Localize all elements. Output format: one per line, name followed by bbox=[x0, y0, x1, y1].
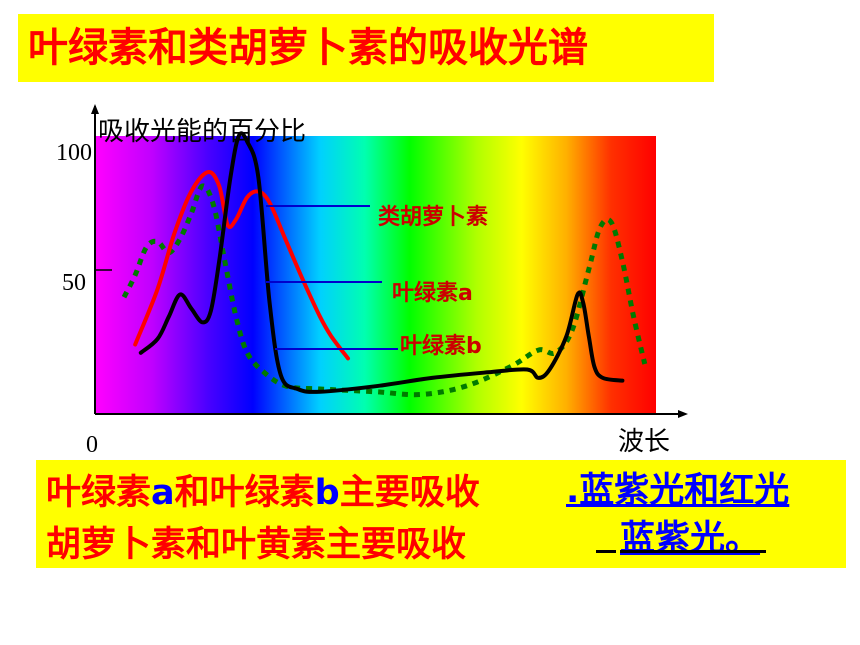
summary-b-letter: b bbox=[314, 473, 340, 513]
x-axis-arrow bbox=[678, 410, 688, 418]
origin-label: 0 bbox=[86, 432, 98, 458]
answer-chlorophyll: .蓝紫光和红光 bbox=[566, 471, 790, 511]
x-axis-label: 波长 bbox=[618, 427, 670, 457]
series-line-1 bbox=[138, 131, 625, 394]
summary-box: 叶绿素a和叶绿素b主要吸收 .蓝紫光和红光 胡萝卜素和叶黄素主要吸收 蓝紫光。 bbox=[36, 460, 846, 568]
answer-underline-right bbox=[620, 550, 766, 553]
y-tick-100: 100 bbox=[56, 140, 92, 166]
summary-carotene-text: 胡萝卜素和叶黄素主要吸收 bbox=[46, 525, 467, 565]
y-tick-50: 50 bbox=[62, 270, 86, 296]
slide-title: 叶绿素和类胡萝卜素的吸收光谱 bbox=[18, 14, 714, 82]
series-line-2 bbox=[121, 183, 648, 398]
series-line-0 bbox=[133, 170, 350, 361]
y-axis-arrow bbox=[91, 104, 99, 114]
summary-chlorophyll-text: 叶绿素 bbox=[46, 473, 152, 513]
summary-and-text: 和叶绿素 bbox=[174, 473, 315, 513]
answer-carotene: 蓝紫光。 bbox=[620, 510, 760, 561]
y-axis-label: 吸收光能的百分比 bbox=[98, 117, 306, 147]
answer-underline bbox=[596, 550, 616, 553]
answer-period: 。 bbox=[725, 519, 761, 559]
summary-line-1: 叶绿素a和叶绿素b主要吸收 bbox=[46, 464, 480, 515]
answer-carotene-value: 蓝紫光 bbox=[620, 519, 726, 559]
legend-chlorophyll-a: 叶绿素a bbox=[392, 280, 473, 306]
legend-chlorophyll-b: 叶绿素b bbox=[400, 333, 482, 359]
summary-a-letter: a bbox=[151, 473, 175, 513]
series-layer bbox=[121, 131, 648, 398]
summary-line-2: 胡萝卜素和叶黄素主要吸收 bbox=[46, 516, 466, 567]
legend-carotenoid: 类胡萝卜素 bbox=[378, 204, 488, 230]
absorption-spectrum-chart: 吸收光能的百分比 100 50 0 波长 类胡萝卜素 叶绿素a 叶绿素b bbox=[56, 104, 688, 458]
spectrum-background bbox=[96, 136, 656, 414]
summary-absorb-text: 主要吸收 bbox=[339, 473, 480, 513]
